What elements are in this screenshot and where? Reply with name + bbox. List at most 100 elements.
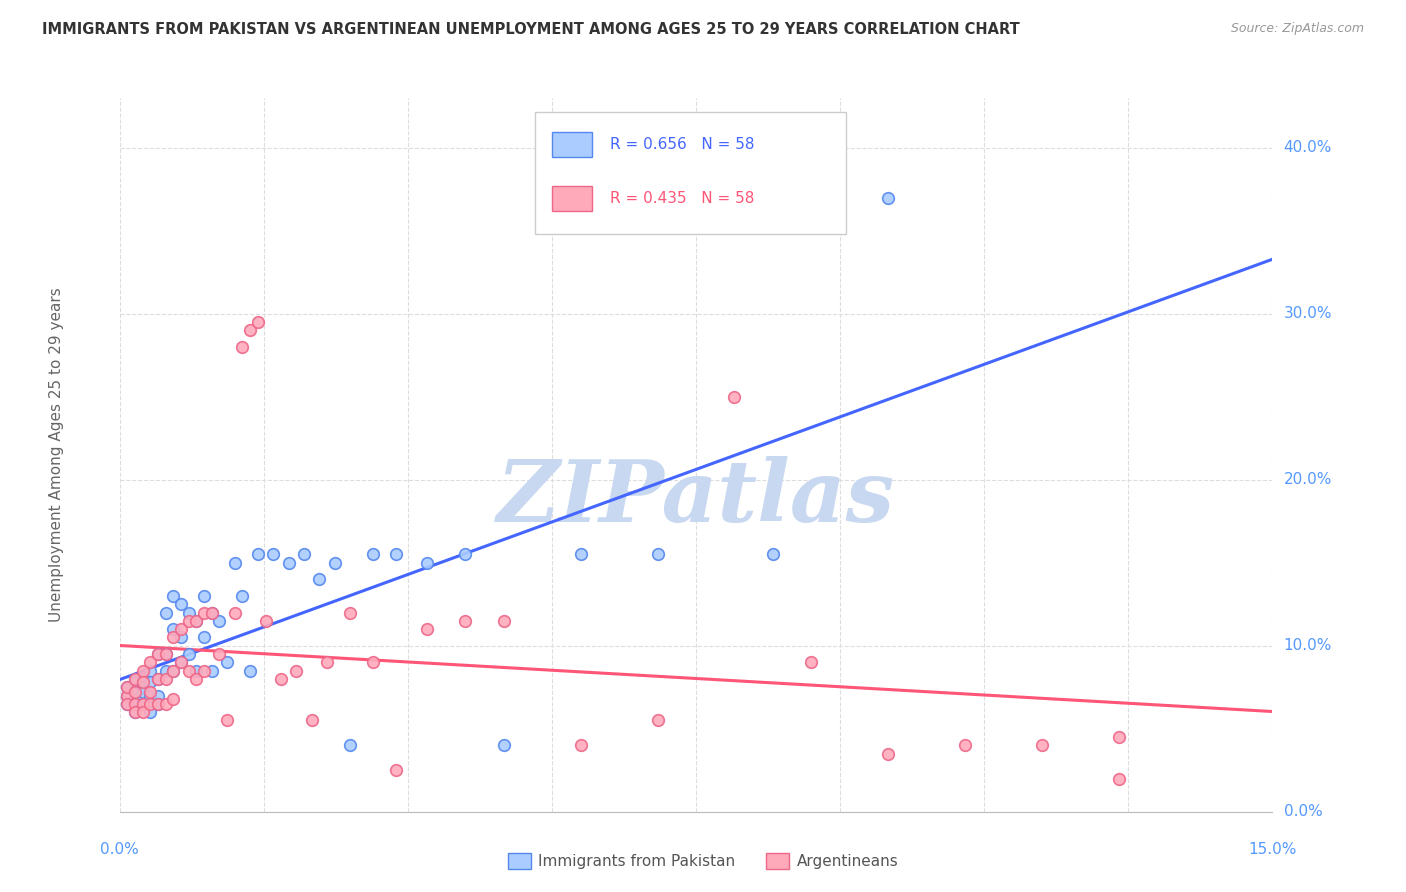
Point	[454, 548, 477, 562]
Point	[217, 714, 239, 728]
Point	[170, 622, 193, 636]
Point	[146, 697, 169, 711]
Point	[131, 664, 153, 678]
Point	[124, 685, 146, 699]
Point	[124, 691, 146, 706]
Point	[277, 556, 299, 570]
Point	[416, 622, 439, 636]
Point	[162, 622, 184, 636]
Point	[762, 548, 785, 562]
Point	[155, 697, 177, 711]
Point	[246, 548, 269, 562]
Text: 0.0%: 0.0%	[100, 842, 139, 857]
Point	[239, 323, 262, 337]
Point	[647, 714, 669, 728]
Point	[186, 664, 208, 678]
Point	[301, 714, 323, 728]
Point	[254, 614, 277, 628]
Point	[139, 656, 162, 670]
Text: 20.0%: 20.0%	[1284, 472, 1331, 487]
Point	[124, 672, 146, 686]
Text: R = 0.435   N = 58: R = 0.435 N = 58	[610, 191, 754, 205]
Point	[177, 614, 200, 628]
Point	[201, 606, 224, 620]
Point	[146, 647, 169, 661]
Point	[146, 672, 169, 686]
Point	[492, 739, 515, 753]
Text: IMMIGRANTS FROM PAKISTAN VS ARGENTINEAN UNEMPLOYMENT AMONG AGES 25 TO 29 YEARS C: IMMIGRANTS FROM PAKISTAN VS ARGENTINEAN …	[42, 22, 1019, 37]
Text: 0.0%: 0.0%	[1284, 805, 1322, 819]
Point	[139, 685, 162, 699]
Point	[231, 340, 253, 354]
Point	[170, 656, 193, 670]
Point	[146, 647, 169, 661]
Point	[186, 614, 208, 628]
Point	[492, 614, 515, 628]
Point	[224, 606, 246, 620]
Point	[115, 689, 138, 703]
Point	[177, 606, 200, 620]
Point	[146, 697, 169, 711]
Point	[131, 672, 153, 686]
Point	[139, 664, 162, 678]
Point	[170, 631, 193, 645]
Point	[131, 691, 153, 706]
Point	[193, 606, 215, 620]
Point	[361, 548, 384, 562]
Point	[186, 614, 208, 628]
Point	[155, 647, 177, 661]
Point	[186, 672, 208, 686]
Point	[131, 675, 153, 690]
Point	[270, 672, 292, 686]
Point	[131, 705, 153, 719]
Point	[224, 556, 246, 570]
Point	[115, 697, 138, 711]
Point	[155, 672, 177, 686]
Point	[139, 705, 162, 719]
Legend: Immigrants from Pakistan, Argentineans: Immigrants from Pakistan, Argentineans	[502, 847, 904, 875]
Point	[246, 315, 269, 329]
Point	[877, 747, 900, 761]
Point	[323, 556, 346, 570]
Point	[877, 191, 900, 205]
Point	[177, 647, 200, 661]
Point	[285, 664, 308, 678]
FancyBboxPatch shape	[551, 186, 592, 211]
Point	[170, 597, 193, 611]
Text: Source: ZipAtlas.com: Source: ZipAtlas.com	[1230, 22, 1364, 36]
Point	[385, 548, 408, 562]
Point	[162, 691, 184, 706]
Point	[162, 664, 184, 678]
Point	[115, 680, 138, 694]
Point	[201, 664, 224, 678]
Text: R = 0.656   N = 58: R = 0.656 N = 58	[610, 137, 754, 152]
Point	[124, 697, 146, 711]
Point	[170, 656, 193, 670]
Point	[131, 697, 153, 711]
Point	[454, 614, 477, 628]
Point	[193, 664, 215, 678]
Point	[239, 664, 262, 678]
Point	[115, 680, 138, 694]
Point	[361, 656, 384, 670]
Point	[177, 664, 200, 678]
Point	[201, 606, 224, 620]
Point	[146, 689, 169, 703]
Point	[1108, 730, 1130, 744]
Point	[292, 548, 315, 562]
Point	[162, 589, 184, 603]
Point	[155, 606, 177, 620]
Point	[124, 685, 146, 699]
Point	[385, 763, 408, 777]
Text: Unemployment Among Ages 25 to 29 years: Unemployment Among Ages 25 to 29 years	[49, 287, 63, 623]
Point	[647, 548, 669, 562]
Point	[139, 675, 162, 690]
Point	[1108, 772, 1130, 786]
Point	[139, 689, 162, 703]
Text: 30.0%: 30.0%	[1284, 306, 1331, 321]
Point	[131, 680, 153, 694]
Point	[217, 656, 239, 670]
Point	[115, 689, 138, 703]
Text: 40.0%: 40.0%	[1284, 140, 1331, 155]
Point	[569, 739, 592, 753]
